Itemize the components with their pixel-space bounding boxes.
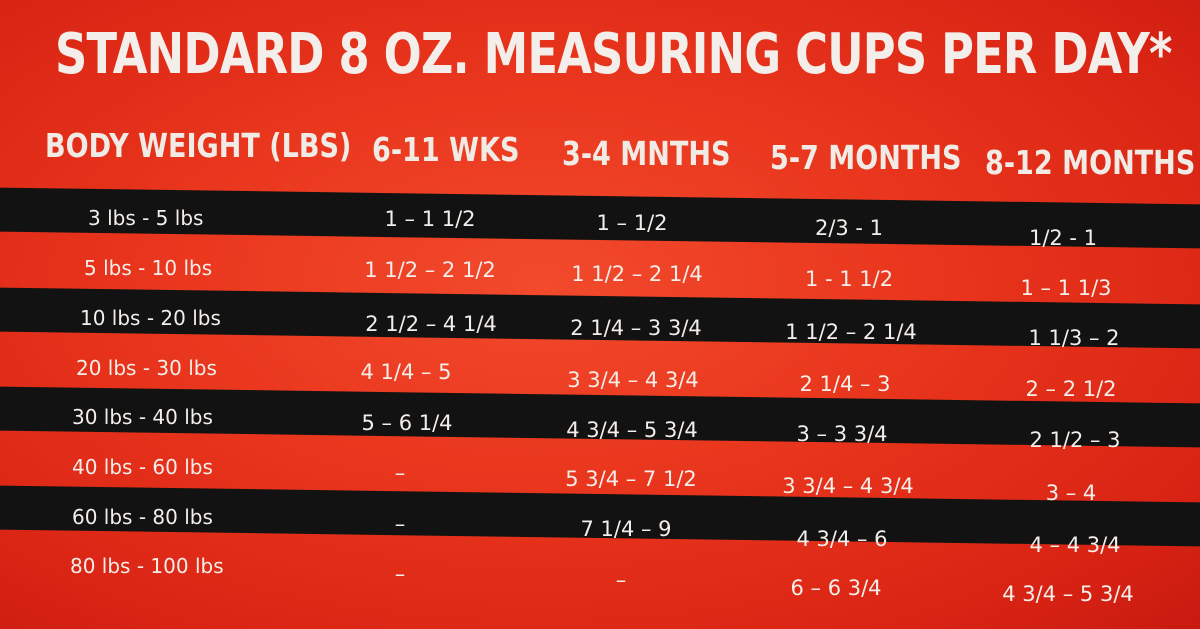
amount-3-4-months: 1 – 1/2 <box>596 211 668 235</box>
amount-8-12-months: 1 1/3 – 2 <box>1028 326 1120 350</box>
table-row: 80 lbs - 100 lbs – – 6 – 6 3/4 4 3/4 – 5… <box>0 546 1200 606</box>
amount-6-11-weeks: 4 1/4 – 5 <box>360 360 452 384</box>
amount-6-11-weeks: 5 – 6 1/4 <box>361 411 453 435</box>
amount-3-4-months: 3 3/4 – 4 3/4 <box>567 368 699 392</box>
header-body-weight: BODY WEIGHT (LBS) <box>45 126 352 165</box>
weight-cell: 5 lbs - 10 lbs <box>84 256 213 280</box>
header-8-12-months: 8-12 MONTHS <box>985 143 1196 182</box>
table-row: 40 lbs - 60 lbs – 5 3/4 – 7 1/2 3 3/4 – … <box>0 447 1200 505</box>
amount-3-4-months: – <box>615 568 627 592</box>
amount-8-12-months: 4 – 4 3/4 <box>1029 533 1121 557</box>
amount-6-11-weeks: – <box>394 461 406 485</box>
amount-5-7-months: 1 1/2 – 2 1/4 <box>785 320 917 344</box>
amount-3-4-months: 2 1/4 – 3 3/4 <box>570 316 702 340</box>
chart-title: STANDARD 8 OZ. MEASURING CUPS PER DAY* <box>55 22 1172 87</box>
weight-cell: 20 lbs - 30 lbs <box>76 356 217 380</box>
amount-5-7-months: 4 3/4 – 6 <box>796 527 888 551</box>
header-6-11-weeks: 6-11 WKS <box>372 130 520 169</box>
amount-8-12-months: 1 – 1 1/3 <box>1020 276 1112 300</box>
amount-8-12-months: 4 3/4 – 5 3/4 <box>1002 582 1134 606</box>
amount-6-11-weeks: 1 1/2 – 2 1/2 <box>364 258 496 282</box>
amount-5-7-months: 1 - 1 1/2 <box>804 267 894 291</box>
amount-8-12-months: 3 – 4 <box>1045 481 1097 505</box>
header-3-4-months: 3-4 MNTHS <box>562 134 731 173</box>
amount-5-7-months: 6 – 6 3/4 <box>790 576 882 600</box>
table-row: 20 lbs - 30 lbs 4 1/4 – 5 3 3/4 – 4 3/4 … <box>0 348 1200 401</box>
weight-cell: 10 lbs - 20 lbs <box>80 306 221 330</box>
weight-cell: 3 lbs - 5 lbs <box>88 206 204 230</box>
weight-cell: 30 lbs - 40 lbs <box>72 405 213 429</box>
amount-3-4-months: 4 3/4 – 5 3/4 <box>566 418 698 442</box>
amount-3-4-months: 1 1/2 – 2 1/4 <box>571 262 703 286</box>
amount-6-11-weeks: 1 – 1 1/2 <box>384 207 476 231</box>
amount-3-4-months: 7 1/4 – 9 <box>580 517 672 541</box>
header-5-7-months: 5-7 MONTHS <box>770 138 962 177</box>
amount-3-4-months: 5 3/4 – 7 1/2 <box>565 467 697 491</box>
amount-8-12-months: 2 1/2 – 3 <box>1029 428 1121 452</box>
weight-cell: 80 lbs - 100 lbs <box>70 554 224 578</box>
amount-6-11-weeks: 2 1/2 – 4 1/4 <box>365 312 497 336</box>
table-row: 5 lbs - 10 lbs 1 1/2 – 2 1/2 1 1/2 – 2 1… <box>0 248 1200 300</box>
amount-5-7-months: 2/3 - 1 <box>814 216 884 240</box>
amount-5-7-months: 2 1/4 – 3 <box>799 372 891 396</box>
amount-6-11-weeks: – <box>394 512 406 536</box>
amount-5-7-months: 3 3/4 – 4 3/4 <box>782 474 914 498</box>
amount-6-11-weeks: – <box>394 562 406 586</box>
table-row: 10 lbs - 20 lbs 2 1/2 – 4 1/4 2 1/4 – 3 … <box>0 298 1200 350</box>
amount-8-12-months: 1/2 - 1 <box>1028 226 1098 250</box>
amount-5-7-months: 3 – 3 3/4 <box>796 422 888 446</box>
table-row: 60 lbs - 80 lbs – 7 1/4 – 9 4 3/4 – 6 4 … <box>0 497 1200 557</box>
weight-cell: 60 lbs - 80 lbs <box>72 505 213 529</box>
weight-cell: 40 lbs - 60 lbs <box>72 455 213 479</box>
table-row: 30 lbs - 40 lbs 5 – 6 1/4 4 3/4 – 5 3/4 … <box>0 397 1200 452</box>
amount-8-12-months: 2 – 2 1/2 <box>1025 377 1117 401</box>
table-row: 3 lbs - 5 lbs 1 – 1 1/2 1 – 1/2 2/3 - 1 … <box>0 198 1200 250</box>
